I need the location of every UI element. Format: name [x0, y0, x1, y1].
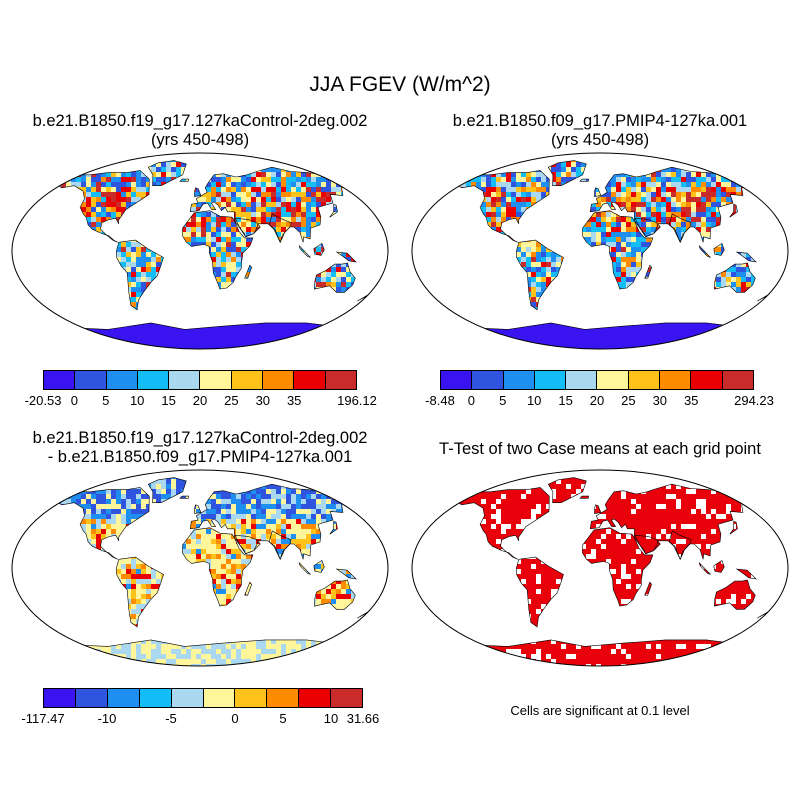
panel-1-title-line1: b.e21.B1850.f19_g17.127kaControl-2deg.00…: [32, 112, 368, 130]
colorbar-3-tick-label: 0: [231, 711, 239, 726]
panel-3-title: b.e21.B1850.f19_g17.127kaControl-2deg.00…: [10, 429, 390, 467]
colorbar-2-tick-label: -8.48: [425, 393, 455, 408]
map-panel-2: [411, 152, 789, 350]
colorbar-1-swatch: [44, 371, 76, 389]
colorbar-3-tick-label: 31.66: [346, 711, 380, 726]
colorbar-2-swatch: [566, 371, 598, 389]
colorbar-1-tick-label: 20: [192, 393, 208, 408]
panel-4-title: T-Test of two Case means at each grid po…: [400, 440, 800, 459]
colorbar-1-tick-label: 196.12: [337, 393, 377, 408]
map-panel-4: [411, 469, 789, 667]
colorbar-3-swatch: [203, 689, 236, 707]
colorbar-3-swatch: [171, 689, 204, 707]
panel-3-title-line2: - b.e21.B1850.f09_g17.PMIP4-127ka.001: [47, 448, 353, 466]
colorbar-2-tick-label: 15: [558, 393, 573, 408]
colorbar-2-swatch: [691, 371, 723, 389]
colorbar-1-swatch: [231, 371, 264, 389]
panel-4-title-line1: T-Test of two Case means at each grid po…: [439, 440, 761, 458]
colorbar-1-swatch: [325, 371, 356, 389]
colorbar-1-swatch: [106, 371, 138, 389]
colorbar-1-tick-label: 35: [286, 393, 302, 408]
colorbar-2-swatch: [472, 371, 504, 389]
colorbar-2-tick-label: 10: [526, 393, 542, 408]
map-panel-1: [11, 152, 389, 350]
colorbar-2-swatch: [441, 371, 473, 389]
colorbar-2-swatch: [503, 371, 535, 389]
colorbar-3: [43, 688, 363, 708]
colorbar-1-tick-label: -20.53: [24, 393, 62, 408]
significance-note: Cells are significant at 0.1 level: [510, 703, 690, 718]
colorbar-1-tick-label: 5: [102, 393, 110, 408]
panel-1-title-line2: (yrs 450-498): [150, 131, 250, 149]
colorbar-3-swatch: [235, 689, 268, 707]
colorbar-1-tick-label: 30: [255, 393, 271, 408]
colorbar-1-swatch: [294, 371, 326, 389]
colorbar-1-swatch: [137, 371, 170, 389]
colorbar-2: [440, 370, 754, 390]
colorbar-2-tick-label: 294.23: [734, 393, 774, 408]
colorbar-2-swatch: [628, 371, 661, 389]
colorbar-3-swatch: [44, 689, 76, 707]
colorbar-3-swatch: [267, 689, 300, 707]
colorbar-2-tick-label: 20: [589, 393, 605, 408]
map-panel-3: [11, 469, 389, 667]
colorbar-2-tick-label: 25: [621, 393, 636, 408]
colorbar-2-swatch: [660, 371, 692, 389]
colorbar-2-swatch: [722, 371, 753, 389]
colorbar-3-tick-label: -10: [97, 711, 117, 726]
panel-2-title-line1: b.e21.B1850.f09_g17.PMIP4-127ka.001: [452, 112, 748, 130]
colorbar-1: [43, 370, 357, 390]
colorbar-1-tick-label: 15: [161, 393, 176, 408]
colorbar-2-swatch: [534, 371, 567, 389]
panel-3-title-line1: b.e21.B1850.f19_g17.127kaControl-2deg.00…: [32, 429, 368, 447]
panel-2-title: b.e21.B1850.f09_g17.PMIP4-127ka.001 (yrs…: [410, 112, 790, 150]
colorbar-2-swatch: [597, 371, 629, 389]
panel-1-title: b.e21.B1850.f19_g17.127kaControl-2deg.00…: [10, 112, 390, 150]
colorbar-3-tick-label: 5: [279, 711, 287, 726]
colorbar-3-swatch: [331, 689, 363, 707]
colorbar-3-swatch: [139, 689, 172, 707]
colorbar-3-swatch: [107, 689, 140, 707]
colorbar-1-tick-label: 25: [224, 393, 239, 408]
colorbar-2-tick-label: 30: [652, 393, 668, 408]
colorbar-1-tick-label: 0: [70, 393, 79, 408]
colorbar-1-swatch: [263, 371, 295, 389]
colorbar-1-swatch: [200, 371, 232, 389]
colorbar-1-tick-label: 10: [129, 393, 145, 408]
colorbar-1-swatch: [169, 371, 201, 389]
colorbar-3-tick-label: -117.47: [21, 711, 65, 726]
colorbar-2-tick-label: 5: [499, 393, 507, 408]
colorbar-2-tick-label: 0: [467, 393, 476, 408]
colorbar-3-tick-label: -5: [165, 711, 177, 726]
colorbar-3-tick-label: 10: [323, 711, 339, 726]
colorbar-3-swatch: [75, 689, 108, 707]
colorbar-3-swatch: [299, 689, 332, 707]
colorbar-2-tick-label: 35: [683, 393, 699, 408]
panel-2-title-line2: (yrs 450-498): [550, 131, 650, 149]
colorbar-1-swatch: [75, 371, 107, 389]
main-title: JJA FGEV (W/m^2): [309, 73, 491, 96]
